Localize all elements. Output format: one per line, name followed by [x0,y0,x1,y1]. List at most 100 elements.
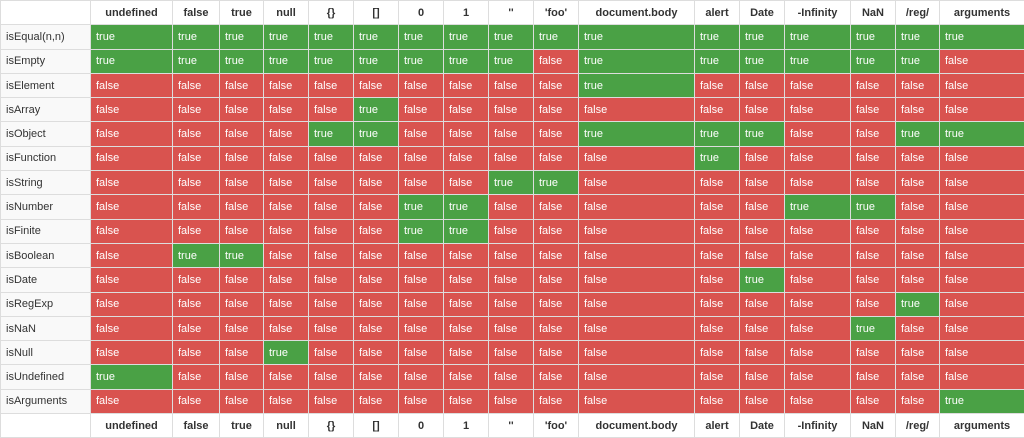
result-cell: false [443,267,489,293]
result-cell: true [219,24,264,50]
result-cell: false [353,364,399,390]
result-cell: false [578,97,695,123]
result-cell: false [739,218,785,244]
result-cell: true [739,24,785,50]
result-cell: false [263,194,309,220]
row-label: isBoolean [0,242,91,269]
result-cell: false [263,72,309,99]
result-cell: false [398,242,444,269]
row-label: isElement [0,72,91,99]
result-cell: false [784,242,851,269]
result-cell: false [90,121,173,147]
result-cell: false [739,194,785,220]
result-cell: false [353,170,399,196]
result-cell: false [850,170,896,196]
row-label: isRegExp [0,291,91,317]
result-cell: false [263,170,309,196]
result-cell: false [263,388,309,415]
result-cell: true [694,24,740,50]
table-row: isElement false false false false false false f… [0,72,1024,99]
result-cell: false [443,121,489,147]
result-cell: false [578,218,695,244]
result-cell: false [219,267,264,293]
result-cell: false [533,242,579,269]
column-header: [] [353,0,399,26]
result-cell: false [739,242,785,269]
result-cell: false [694,194,740,220]
result-cell: true [172,48,220,74]
result-cell: false [578,388,695,415]
result-cell: false [172,194,220,220]
result-cell: false [308,145,354,172]
row-label: isUndefined [0,364,91,390]
table-row: isNumber false false false false false false tr… [0,194,1024,220]
result-cell: false [784,315,851,342]
result-cell: false [308,340,354,366]
result-cell: true [308,24,354,50]
result-cell: false [739,72,785,99]
result-cell: false [739,340,785,366]
result-cell: false [784,388,851,415]
column-header: 0 [398,0,444,26]
result-cell: false [939,97,1024,123]
result-cell: false [939,315,1024,342]
result-cell: false [694,291,740,317]
column-header: undefined [90,413,173,438]
header-row: undefined false true null{}[] 0 1 '''foo' docum… [0,0,1024,26]
result-cell: true [533,24,579,50]
row-label: isArray [0,97,91,123]
result-cell: false [172,218,220,244]
result-cell: false [895,170,940,196]
result-cell: false [895,340,940,366]
column-header: true [219,0,264,26]
result-cell: false [533,121,579,147]
result-cell: false [353,194,399,220]
result-cell: false [398,121,444,147]
result-cell: false [443,242,489,269]
row-label: isEqual(n,n) [0,24,91,50]
header-row: undefined false true null{}[] 0 1 '''foo' docum… [0,413,1024,438]
result-cell: false [219,364,264,390]
result-cell: false [308,218,354,244]
result-cell: true [784,48,851,74]
result-cell: true [578,121,695,147]
column-header: arguments [939,413,1024,438]
result-cell: false [443,291,489,317]
column-header: {} [308,0,354,26]
result-cell: false [398,340,444,366]
result-cell: false [939,194,1024,220]
result-cell: false [739,364,785,390]
result-cell: false [219,121,264,147]
result-cell: true [263,48,309,74]
result-cell: false [353,291,399,317]
result-cell: false [488,315,534,342]
result-cell: false [850,364,896,390]
result-cell: false [172,340,220,366]
table-row: isUndefined true false false false false false… [0,364,1024,390]
result-cell: false [398,388,444,415]
result-cell: true [263,24,309,50]
result-cell: true [694,145,740,172]
column-header: false [172,413,220,438]
result-cell: false [895,267,940,293]
result-cell: false [850,121,896,147]
result-cell: false [578,315,695,342]
result-cell: false [578,291,695,317]
result-cell: false [784,218,851,244]
result-cell: false [219,218,264,244]
result-cell: false [488,364,534,390]
result-cell: false [219,145,264,172]
result-cell: false [694,315,740,342]
result-cell: false [398,315,444,342]
result-cell: false [939,145,1024,172]
result-cell: false [443,97,489,123]
result-cell: false [739,388,785,415]
result-cell: false [219,315,264,342]
result-cell: false [895,145,940,172]
column-header: Date [739,0,785,26]
result-cell: true [694,121,740,147]
result-cell: false [488,291,534,317]
result-cell: false [739,291,785,317]
row-label: isEmpty [0,48,91,74]
